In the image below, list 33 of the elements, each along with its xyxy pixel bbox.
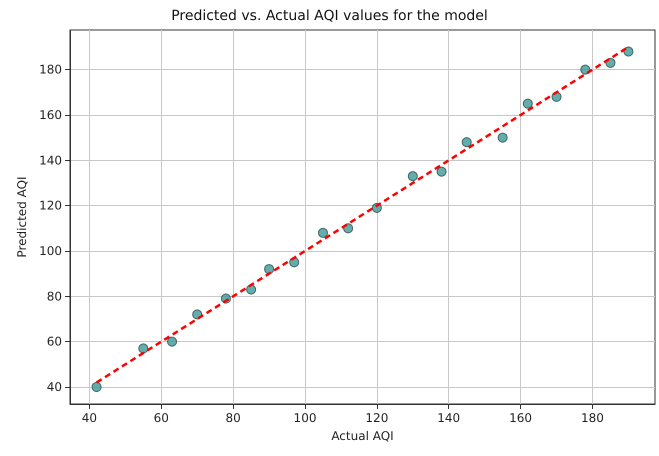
point — [522, 98, 533, 109]
y-tick-label: 100 — [39, 244, 62, 258]
point — [436, 166, 447, 177]
x-tick-label: 160 — [509, 411, 532, 425]
point — [605, 58, 616, 68]
point — [167, 336, 178, 347]
point — [138, 343, 148, 354]
point — [498, 132, 508, 143]
point — [408, 171, 418, 182]
x-tick-label: 120 — [365, 411, 388, 425]
chart-title: Predicted vs. Actual AQI values for the model — [171, 8, 488, 24]
point — [623, 46, 634, 57]
y-tick-label: 120 — [39, 198, 62, 213]
y-tick-label: 80 — [46, 289, 62, 304]
y-tick-label: 140 — [39, 153, 62, 168]
point — [92, 382, 102, 392]
y-tick-label: 40 — [46, 380, 62, 394]
point — [462, 137, 472, 148]
point — [246, 284, 256, 295]
x-axis-title: Actual AQI — [331, 429, 394, 443]
x-tick-label: 60 — [154, 411, 169, 425]
point — [580, 64, 590, 75]
x-tick-label: 40 — [82, 411, 98, 425]
x-tick-label: 140 — [437, 411, 460, 425]
y-tick-label: 60 — [46, 334, 62, 349]
point — [264, 264, 274, 274]
point — [318, 228, 328, 238]
x-tick-label: 80 — [226, 411, 241, 425]
y-axis-title: Predicted AQI — [15, 176, 30, 258]
x-tick-label: 180 — [581, 411, 604, 425]
y-tick-label: 180 — [39, 62, 62, 77]
y-tick-label: 160 — [39, 108, 62, 122]
x-tick-label: 100 — [294, 411, 316, 425]
